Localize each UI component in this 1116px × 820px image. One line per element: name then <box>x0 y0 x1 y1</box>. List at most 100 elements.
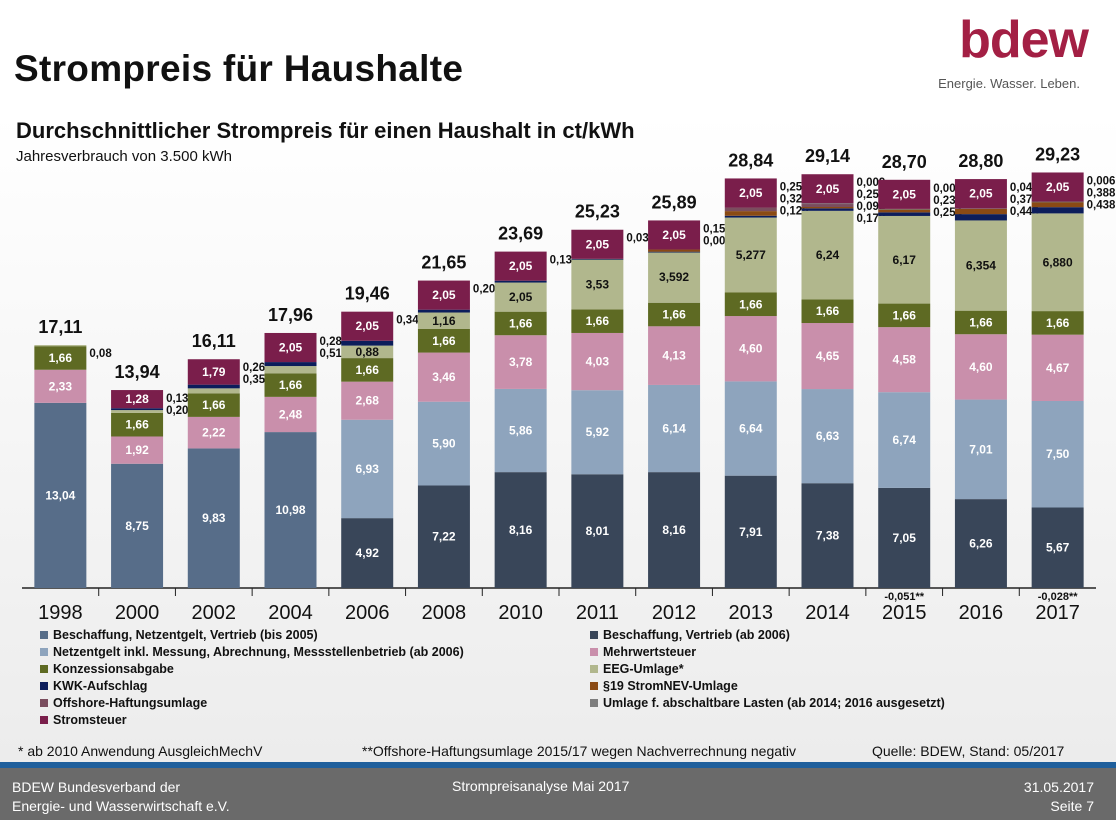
legend-item-beschaffung_bis_2005: Beschaffung, Netzentgelt, Vertrieb (bis … <box>40 628 318 642</box>
bar-label-mehrwertsteuer-2014: 4,65 <box>816 349 840 363</box>
bar-netzentgelt-2013 <box>724 381 777 476</box>
bar-label-mehrwertsteuer-2016: 4,60 <box>969 360 993 374</box>
bar-kwk-2000 <box>111 408 164 411</box>
bar-label-konzessionsabgabe-2017: 1,66 <box>1046 316 1070 330</box>
legend-item-offshore: Offshore-Haftungsumlage <box>40 696 207 710</box>
legend-item-abschaltbar: Umlage f. abschaltbare Lasten (ab 2014; … <box>590 696 945 710</box>
bar-label-beschaffung_ab_2006-2010: 8,16 <box>509 523 533 537</box>
bar-konzessionsabgabe-2004 <box>264 373 317 397</box>
bar-beschaffung_ab_2006-2011 <box>571 474 624 588</box>
bar-offshore-2014 <box>801 203 854 208</box>
bar-label-netzentgelt-2012: 6,14 <box>662 422 686 436</box>
bar-label-mehrwertsteuer-2017: 4,67 <box>1046 361 1070 375</box>
bar-label-eeg-2015: 6,17 <box>893 253 917 267</box>
bar-stromsteuer-2013 <box>724 178 777 208</box>
x-tick-2002: 2002 <box>192 602 237 624</box>
legend-item-netzentgelt: Netzentgelt inkl. Messung, Abrechnung, M… <box>40 645 464 659</box>
bar-label-konzessionsabgabe-2013: 1,66 <box>739 297 763 311</box>
bar-kwk-2016 <box>954 214 1007 221</box>
side-label-stromnev-2013: 0,329 <box>780 193 809 205</box>
legend-label: Mehrwertsteuer <box>603 645 697 659</box>
legend-item-kwk: KWK-Aufschlag <box>40 679 147 693</box>
bar-eeg-2015 <box>878 215 931 304</box>
bar-label-stromsteuer-2006: 2,05 <box>356 319 380 333</box>
footer-org-line2: Energie- und Wasserwirtschaft e.V. <box>12 798 230 814</box>
bar-stromsteuer-2002 <box>187 359 240 385</box>
bar-konzessionsabgabe-2015 <box>878 303 931 328</box>
legend: Beschaffung, Netzentgelt, Vertrieb (bis … <box>0 628 1116 738</box>
bar-konzessionsabgabe-2002 <box>187 393 240 417</box>
bar-label-beschaffung_ab_2006-2017: 5,67 <box>1046 541 1070 555</box>
side-label-kwk-2013: 0,126 <box>780 205 809 217</box>
legend-label: Stromsteuer <box>53 713 127 727</box>
side-label-kwk-2006: 0,34 <box>396 315 419 327</box>
bar-abschaltbar-2014 <box>801 203 854 205</box>
bar-eeg-2017 <box>1031 213 1084 312</box>
legend-label: Beschaffung, Vertrieb (ab 2006) <box>603 628 790 642</box>
legend-swatch <box>40 699 48 707</box>
bar-offshore-2013 <box>724 207 777 212</box>
bar-abschaltbar-2017 <box>1031 201 1084 203</box>
x-tick-2011: 2011 <box>576 602 619 624</box>
total-label-2006: 19,46 <box>345 284 390 304</box>
legend-label: EEG-Umlage* <box>603 662 684 676</box>
bar-label-stromsteuer-2014: 2,05 <box>816 182 840 196</box>
bar-beschaffung_ab_2006-2015 <box>878 487 931 588</box>
x-tick-2010: 2010 <box>498 602 543 624</box>
bar-stromsteuer-2004 <box>264 332 317 363</box>
bar-beschaffung_ab_2006-2010 <box>494 472 547 588</box>
bar-label-beschaffung_bis_2005-2002: 9,83 <box>202 511 226 525</box>
bar-label-mehrwertsteuer-2013: 4,60 <box>739 342 763 356</box>
bar-label-stromsteuer-2013: 2,05 <box>739 186 763 200</box>
side-label-stromnev-2015: 0,237 <box>933 195 962 207</box>
bar-stromnev-2014 <box>801 207 854 209</box>
accent-divider <box>0 762 1116 768</box>
x-tick-2012: 2012 <box>652 602 697 624</box>
bar-stromsteuer-2008 <box>417 280 470 310</box>
bar-label-stromsteuer-2000: 1,28 <box>125 392 149 406</box>
bar-kwk-2002 <box>187 384 240 389</box>
footer-org-line1: BDEW Bundesverband der <box>12 779 181 795</box>
bar-netzentgelt-2006 <box>341 419 394 519</box>
side-label-kwk-2002: 0,26 <box>243 362 265 374</box>
bar-label-netzentgelt-2006: 6,93 <box>356 462 380 476</box>
bar-eeg-2011 <box>571 259 624 310</box>
stacked-bar-chart: 13,04 2,33 1,66 0,08 17,11 1998 8,75 1,92 1,66 1,… <box>22 144 1116 624</box>
legend-swatch <box>40 648 48 656</box>
legend-swatch <box>40 631 48 639</box>
bar-kwk-2013 <box>724 215 777 218</box>
total-label-2010: 23,69 <box>498 224 543 244</box>
bar-mehrwertsteuer-1998 <box>34 369 87 403</box>
total-label-1998: 17,11 <box>38 317 82 337</box>
bar-label-mehrwertsteuer-2004: 2,48 <box>279 407 303 421</box>
bar-label-beschaffung_bis_2005-2000: 8,75 <box>125 519 149 533</box>
bar-label-mehrwertsteuer-2008: 3,46 <box>432 370 456 384</box>
legend-label: Offshore-Haftungsumlage <box>53 696 208 710</box>
bar-mehrwertsteuer-2004 <box>264 396 317 433</box>
bar-label-konzessionsabgabe-2006: 1,66 <box>356 363 380 377</box>
bar-label-beschaffung_ab_2006-2011: 8,01 <box>586 524 610 538</box>
legend-swatch <box>40 716 48 724</box>
legend-swatch <box>590 648 598 656</box>
bar-label-mehrwertsteuer-2000: 1,92 <box>125 443 149 457</box>
footnote-source: Quelle: BDEW, Stand: 05/2017 <box>872 743 1065 759</box>
bar-konzessionsabgabe-2012 <box>648 302 701 327</box>
bar-stromsteuer-2011 <box>571 229 624 259</box>
bar-netzentgelt-2015 <box>878 392 931 488</box>
logo-text: bdew <box>959 11 1089 69</box>
page-title: Strompreis für Haushalte <box>14 48 464 89</box>
footer-center: Strompreisanalyse Mai 2017 <box>452 778 630 794</box>
legend-swatch <box>590 665 598 673</box>
bar-label-mehrwertsteuer-2010: 3,78 <box>509 355 533 369</box>
total-label-2008: 21,65 <box>421 253 466 273</box>
bar-beschaffung_bis_2005-2000 <box>111 463 164 588</box>
bar-label-mehrwertsteuer-2006: 2,68 <box>356 394 380 408</box>
bar-beschaffung_ab_2006-2013 <box>724 475 777 588</box>
bar-mehrwertsteuer-2008 <box>417 352 470 402</box>
bar-label-konzessionsabgabe-2011: 1,66 <box>586 314 610 328</box>
bar-netzentgelt-2012 <box>648 384 701 473</box>
bar-konzessionsabgabe-2017 <box>1031 311 1084 335</box>
bdew-logo: bdew Energie. Wasser. Leben. <box>938 8 1102 91</box>
legend-item-beschaffung_ab_2006: Beschaffung, Vertrieb (ab 2006) <box>590 628 790 642</box>
total-label-2017: 29,23 <box>1035 144 1080 164</box>
